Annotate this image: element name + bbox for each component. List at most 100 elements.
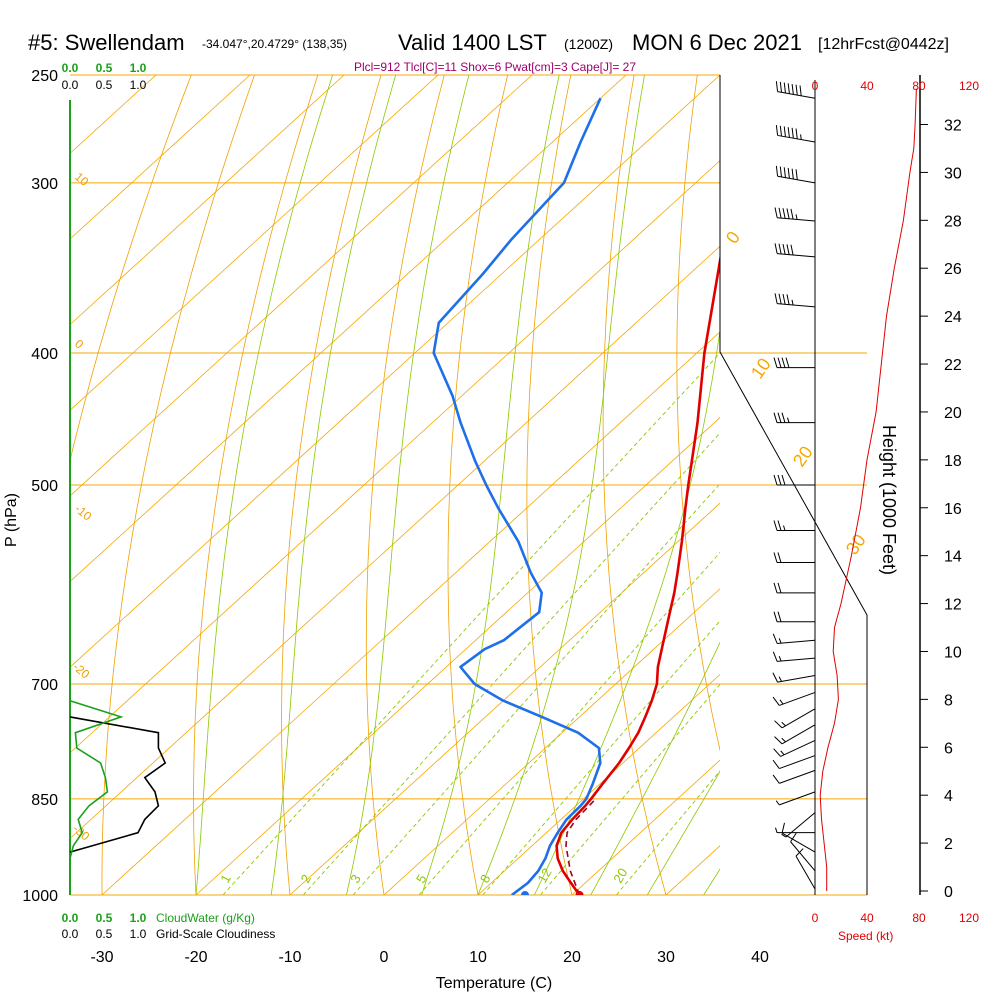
mixing-ratio-label: 1 — [217, 872, 234, 886]
barb-staff — [780, 739, 816, 757]
moist-adiabat — [590, 641, 720, 895]
wind-panel: 0040408080120120024681012141618202224262… — [719, 75, 979, 925]
barb-flag — [774, 293, 778, 304]
height-tick-label: 2 — [944, 836, 953, 853]
barb-staff — [781, 724, 816, 745]
barb-flag — [777, 520, 782, 531]
dewpoint-line — [432, 97, 602, 895]
barb-flag — [773, 582, 778, 593]
barb-staff — [790, 841, 816, 872]
dry-adiabat — [676, 75, 720, 752]
moist-adiabat-label: 0 — [722, 228, 744, 248]
station-title: #5: Swellendam — [28, 30, 185, 55]
barb-flag — [779, 125, 783, 137]
barb-half-flag — [778, 656, 782, 662]
cloud-water-legend: CloudWater (g/Kg) — [156, 911, 255, 925]
barb-flag — [795, 128, 798, 139]
wind-barb — [781, 822, 816, 853]
barb-flag — [772, 774, 780, 784]
speed-tick-label-bottom: 40 — [860, 911, 874, 925]
speed-tick-label-top: 120 — [959, 79, 979, 93]
x-tick-label: -20 — [184, 949, 207, 966]
barb-staff — [777, 303, 816, 308]
isotherm-line — [289, 502, 720, 895]
barb-flag — [795, 848, 804, 857]
barb-flag — [773, 474, 778, 486]
wind-barb — [773, 357, 815, 369]
barb-flag — [787, 167, 790, 179]
speed-tick-label-top: 40 — [860, 79, 874, 93]
isotherm-line — [854, 75, 1000, 895]
barb-flag — [777, 474, 782, 486]
moist-adiabat — [421, 75, 560, 895]
height-tick-label: 10 — [944, 644, 962, 661]
dry-adiabat-label: 10 — [72, 170, 91, 190]
wind-barb — [773, 611, 815, 623]
x-tick-label: 10 — [469, 949, 487, 966]
dry-adiabat — [281, 75, 382, 895]
pressure-tick-label: 1000 — [22, 888, 58, 905]
wind-barb — [772, 769, 816, 784]
barb-staff — [777, 639, 816, 644]
barb-flag — [775, 125, 779, 136]
barb-flag — [772, 672, 779, 683]
height-tick-label: 8 — [944, 692, 953, 709]
dry-adiabat — [950, 75, 1000, 895]
forecast-info: [12hrFcst@0442z] — [818, 36, 949, 53]
barb-staff — [777, 657, 816, 662]
barb-staff — [777, 134, 816, 143]
barb-flag — [774, 207, 778, 218]
height-tick-label: 28 — [944, 213, 962, 230]
barb-staff — [777, 175, 816, 184]
barb-staff — [781, 832, 816, 853]
barb-flag — [781, 412, 786, 423]
parcel-line — [565, 798, 597, 895]
barb-half-flag — [780, 750, 785, 756]
barb-flag — [779, 166, 783, 177]
cloud-water-scale-label: 1.0 — [130, 61, 147, 75]
barb-half-flag — [800, 134, 802, 140]
wind-barb — [790, 832, 816, 872]
height-tick-label: 22 — [944, 357, 962, 374]
barb-flag — [773, 748, 781, 757]
cloudiness-legend: Grid-Scale Cloudiness — [156, 927, 275, 941]
cloudiness-scale-label: 0.0 — [62, 927, 79, 941]
cloudiness-scale-label: 0.5 — [96, 927, 113, 941]
wind-panel-frame — [719, 75, 868, 895]
height-tick-label: 14 — [944, 549, 962, 566]
dry-adiabat — [447, 75, 508, 895]
barb-flag — [786, 294, 790, 305]
wind-barb — [774, 708, 816, 729]
height-tick-label: 16 — [944, 501, 962, 518]
barb-flag — [791, 83, 794, 95]
pressure-tick-label: 300 — [31, 176, 58, 193]
barb-flag — [782, 243, 786, 255]
moist-adiabat-label: 20 — [789, 442, 817, 470]
mixing-ratio-label: 20 — [610, 866, 630, 886]
barb-flag — [777, 582, 782, 593]
barb-flag — [787, 127, 790, 138]
background-labels: 1 2 3 5 8 12 202503004005007008501000010203010… — [22, 68, 869, 905]
cloud-profiles: 0.0 0.0 0.0 0.0 0.5 0.5 0.5 0.5 1.0 1.0 1.0 1.0 — [62, 61, 167, 941]
indices-line: Plcl=912 Tlcl[C]=11 Shox=6 Pwat[cm]=3 Ca… — [354, 60, 636, 74]
barb-flag — [781, 357, 786, 368]
wind-barb — [773, 739, 816, 757]
valid-time: Valid 1400 LST — [398, 30, 547, 55]
dry-adiabat-label: 0 — [72, 337, 86, 352]
barb-half-flag — [783, 525, 786, 531]
barb-flag — [773, 357, 778, 368]
wind-barb — [775, 125, 816, 143]
isotherm-line — [70, 75, 439, 411]
barb-flag — [790, 832, 797, 843]
pressure-tick-label: 400 — [31, 346, 58, 363]
temperature-line — [555, 253, 720, 895]
dry-adiabat-label: -10 — [72, 502, 95, 524]
speed-tick-label-bottom: 80 — [912, 911, 926, 925]
dry-adiabat — [70, 75, 192, 463]
x-tick-label: 20 — [563, 949, 581, 966]
barb-flag — [778, 293, 782, 305]
barb-staff — [795, 855, 816, 890]
wind-barb — [772, 672, 816, 683]
barb-flag — [772, 651, 778, 662]
surface-temperature-marker — [575, 891, 584, 895]
